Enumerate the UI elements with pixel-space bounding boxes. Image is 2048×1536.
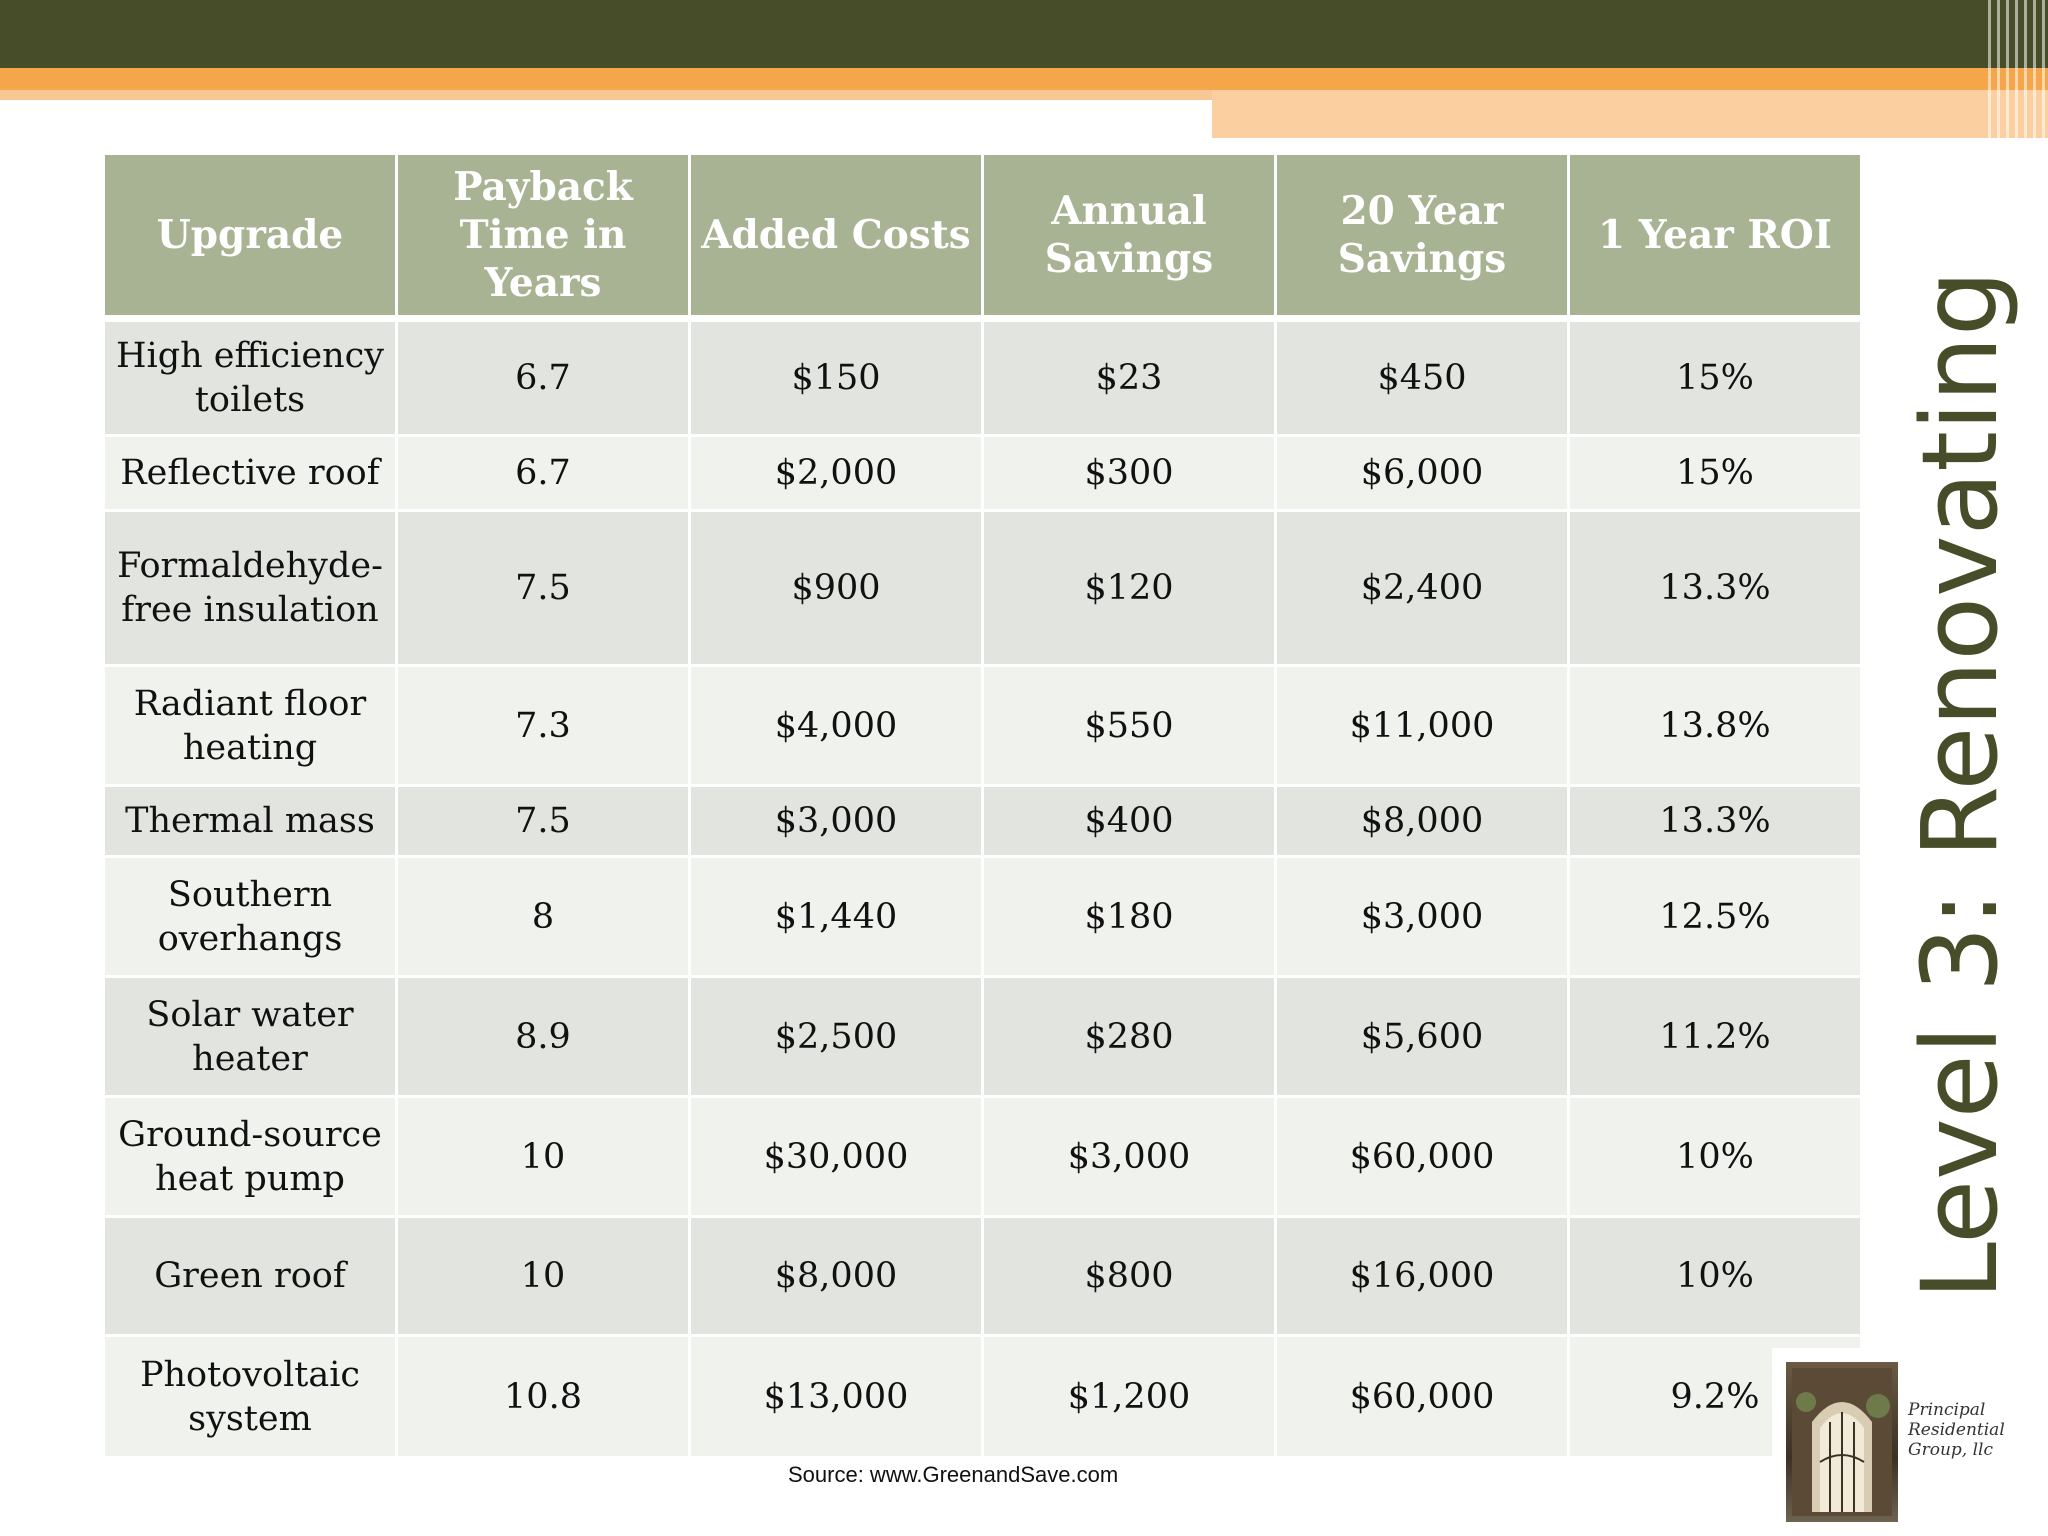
cell-upgrade: High efficiency toilets bbox=[102, 317, 398, 437]
top-orange-bar bbox=[0, 68, 2048, 90]
cell-20-year-savings: $60,000 bbox=[1274, 1095, 1570, 1218]
cell-added-costs: $1,440 bbox=[688, 855, 984, 978]
cell-20-year-savings: $6,000 bbox=[1274, 434, 1570, 512]
upgrade-roi-table: Upgrade Payback Time in Years Added Cost… bbox=[102, 152, 1863, 1459]
cell-upgrade: Ground-source heat pump bbox=[102, 1095, 398, 1218]
cell-annual-savings: $800 bbox=[981, 1215, 1277, 1337]
table-row: Ground-source heat pump 10 $30,000 $3,00… bbox=[102, 1095, 1863, 1218]
cell-annual-savings: $400 bbox=[981, 784, 1277, 858]
cell-upgrade: Reflective roof bbox=[102, 434, 398, 512]
logo-line-3: Group, llc bbox=[1908, 1440, 1993, 1460]
table-row: Thermal mass 7.5 $3,000 $400 $8,000 13.3… bbox=[102, 784, 1863, 858]
cell-payback: 6.7 bbox=[395, 434, 691, 512]
top-orange-thin-bar bbox=[0, 90, 1212, 100]
cell-20-year-savings: $60,000 bbox=[1274, 1334, 1570, 1459]
cell-roi: 12.5% bbox=[1567, 855, 1863, 978]
cell-annual-savings: $120 bbox=[981, 509, 1277, 667]
cell-annual-savings: $550 bbox=[981, 664, 1277, 787]
header-added-costs: Added Costs bbox=[688, 152, 984, 322]
cell-upgrade: Green roof bbox=[102, 1215, 398, 1337]
cell-roi: 15% bbox=[1567, 317, 1863, 437]
logo-line-1: Principal bbox=[1908, 1400, 1986, 1420]
top-dark-bar bbox=[0, 0, 2048, 68]
cell-upgrade: Radiant floor heating bbox=[102, 664, 398, 787]
cell-annual-savings: $23 bbox=[981, 317, 1277, 437]
cell-annual-savings: $180 bbox=[981, 855, 1277, 978]
table-header-row: Upgrade Payback Time in Years Added Cost… bbox=[102, 152, 1863, 322]
cell-added-costs: $8,000 bbox=[688, 1215, 984, 1337]
cell-added-costs: $900 bbox=[688, 509, 984, 667]
cell-payback: 7.5 bbox=[395, 509, 691, 667]
table-row: Southern overhangs 8 $1,440 $180 $3,000 … bbox=[102, 855, 1863, 978]
decorative-stripes bbox=[1988, 0, 2048, 138]
cell-added-costs: $2,000 bbox=[688, 434, 984, 512]
logo-photo bbox=[1786, 1362, 1898, 1522]
cell-20-year-savings: $8,000 bbox=[1274, 784, 1570, 858]
header-20-year-savings: 20 Year Savings bbox=[1274, 152, 1570, 322]
cell-roi: 10% bbox=[1567, 1215, 1863, 1337]
cell-roi: 13.3% bbox=[1567, 784, 1863, 858]
header-payback-time: Payback Time in Years bbox=[395, 152, 691, 322]
slide-title: Level 3: Renovating bbox=[1899, 270, 2021, 1300]
cell-payback: 7.5 bbox=[395, 784, 691, 858]
table-row: Reflective roof 6.7 $2,000 $300 $6,000 1… bbox=[102, 434, 1863, 512]
cell-20-year-savings: $3,000 bbox=[1274, 855, 1570, 978]
header-annual-savings: Annual Savings bbox=[981, 152, 1277, 322]
table-row: Radiant floor heating 7.3 $4,000 $550 $1… bbox=[102, 664, 1863, 787]
cell-added-costs: $4,000 bbox=[688, 664, 984, 787]
company-logo: Principal Residential Group, llc bbox=[1772, 1348, 2048, 1536]
table-row: Formaldehyde-free insulation 7.5 $900 $1… bbox=[102, 509, 1863, 667]
cell-roi: 13.8% bbox=[1567, 664, 1863, 787]
top-peach-bar bbox=[1212, 90, 2048, 138]
cell-payback: 10.8 bbox=[395, 1334, 691, 1459]
cell-annual-savings: $300 bbox=[981, 434, 1277, 512]
header-upgrade: Upgrade bbox=[102, 152, 398, 322]
logo-wordmark: Principal Residential Group, llc bbox=[1908, 1400, 2048, 1460]
cell-added-costs: $30,000 bbox=[688, 1095, 984, 1218]
cell-upgrade: Photovoltaic system bbox=[102, 1334, 398, 1459]
cell-added-costs: $13,000 bbox=[688, 1334, 984, 1459]
cell-20-year-savings: $16,000 bbox=[1274, 1215, 1570, 1337]
cell-payback: 8 bbox=[395, 855, 691, 978]
header-1-year-roi: 1 Year ROI bbox=[1567, 152, 1863, 322]
cell-20-year-savings: $5,600 bbox=[1274, 975, 1570, 1098]
cell-annual-savings: $3,000 bbox=[981, 1095, 1277, 1218]
cell-upgrade: Southern overhangs bbox=[102, 855, 398, 978]
cell-annual-savings: $280 bbox=[981, 975, 1277, 1098]
cell-roi: 13.3% bbox=[1567, 509, 1863, 667]
table-row: Photovoltaic system 10.8 $13,000 $1,200 … bbox=[102, 1334, 1863, 1459]
gate-icon bbox=[1792, 1368, 1892, 1516]
cell-upgrade: Solar water heater bbox=[102, 975, 398, 1098]
cell-roi: 15% bbox=[1567, 434, 1863, 512]
cell-payback: 8.9 bbox=[395, 975, 691, 1098]
cell-upgrade: Formaldehyde-free insulation bbox=[102, 509, 398, 667]
cell-roi: 11.2% bbox=[1567, 975, 1863, 1098]
cell-payback: 6.7 bbox=[395, 317, 691, 437]
cell-added-costs: $2,500 bbox=[688, 975, 984, 1098]
cell-payback: 10 bbox=[395, 1215, 691, 1337]
cell-roi: 10% bbox=[1567, 1095, 1863, 1218]
cell-upgrade: Thermal mass bbox=[102, 784, 398, 858]
table-row: Solar water heater 8.9 $2,500 $280 $5,60… bbox=[102, 975, 1863, 1098]
table-row: High efficiency toilets 6.7 $150 $23 $45… bbox=[102, 317, 1863, 437]
cell-annual-savings: $1,200 bbox=[981, 1334, 1277, 1459]
cell-20-year-savings: $11,000 bbox=[1274, 664, 1570, 787]
cell-20-year-savings: $450 bbox=[1274, 317, 1570, 437]
source-citation: Source: www.GreenandSave.com bbox=[788, 1462, 1119, 1487]
cell-added-costs: $3,000 bbox=[688, 784, 984, 858]
cell-payback: 10 bbox=[395, 1095, 691, 1218]
cell-added-costs: $150 bbox=[688, 317, 984, 437]
cell-payback: 7.3 bbox=[395, 664, 691, 787]
table-row: Green roof 10 $8,000 $800 $16,000 10% bbox=[102, 1215, 1863, 1337]
logo-line-2: Residential bbox=[1908, 1420, 2005, 1440]
cell-20-year-savings: $2,400 bbox=[1274, 509, 1570, 667]
